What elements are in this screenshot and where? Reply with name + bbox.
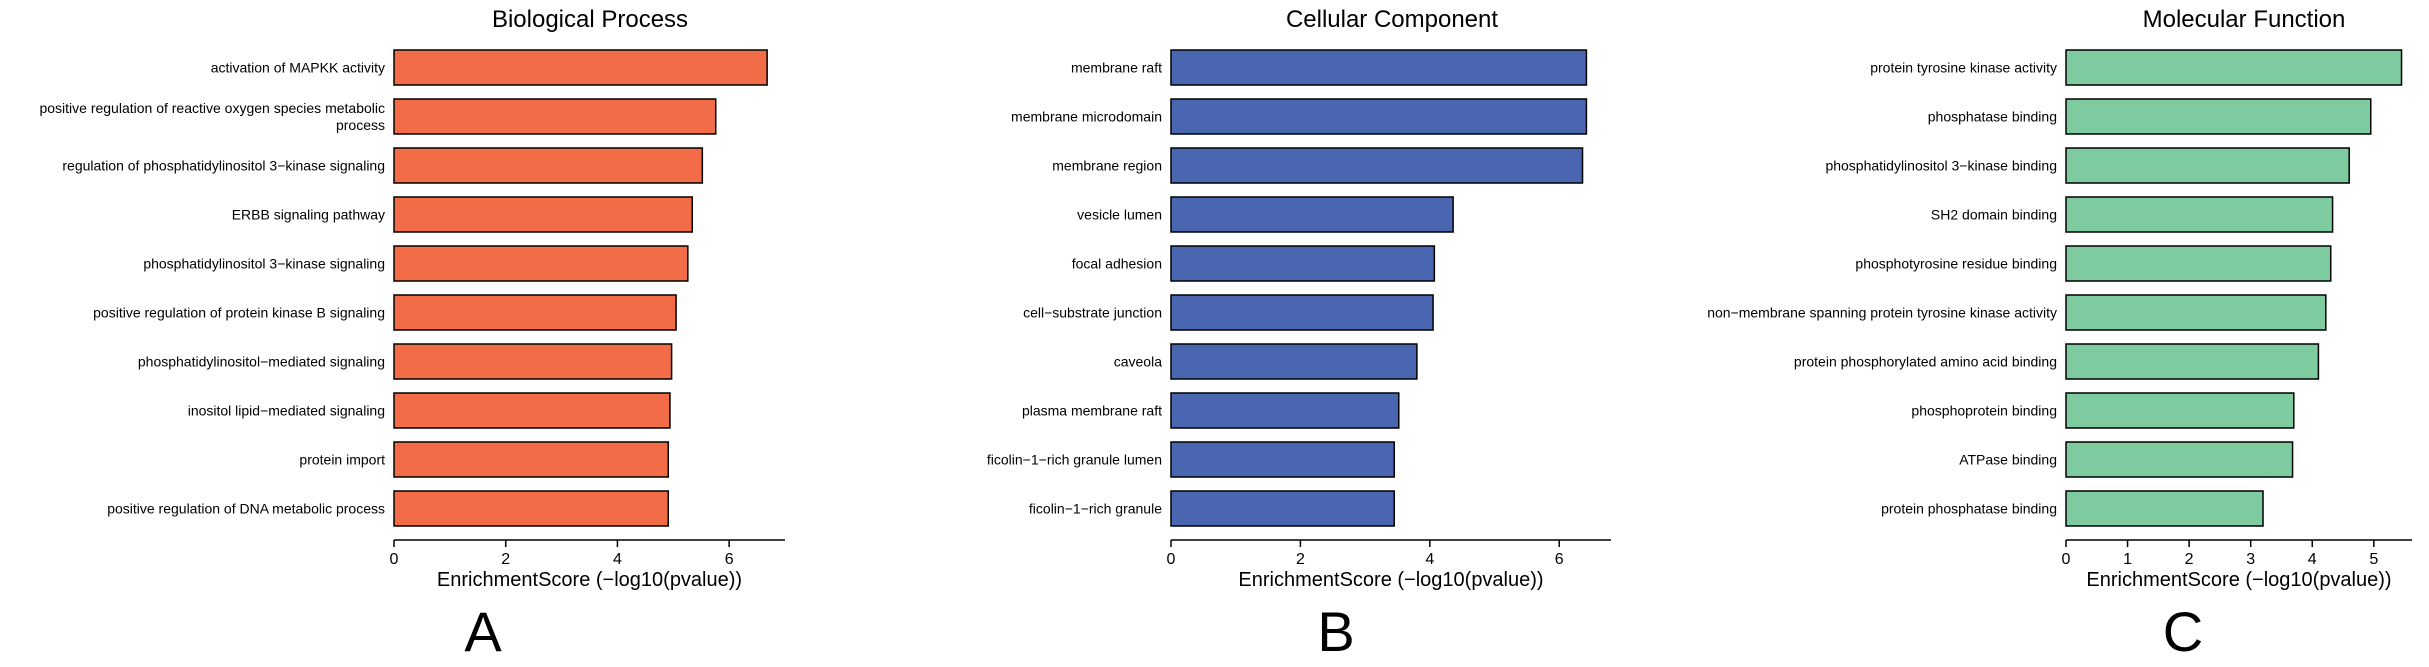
category-label: ATPase binding — [1959, 452, 2057, 468]
panel-b: Cellular Component membrane raft membrane … — [987, 6, 1611, 663]
x-axis-label: EnrichmentScore (−log10(pvalue)) — [437, 569, 742, 591]
bar — [393, 441, 670, 478]
bar — [2065, 490, 2264, 527]
category-label: phosphatidylinositol 3−kinase binding — [1825, 158, 2057, 174]
panel-title: Biological Process — [492, 6, 688, 33]
category-label: focal adhesion — [1072, 256, 1162, 272]
bar — [1170, 490, 1395, 527]
category-label: vesicle lumen — [1077, 207, 1162, 223]
x-tick-label: 3 — [2246, 551, 2255, 568]
bar — [393, 392, 671, 429]
category-label: plasma membrane raft — [1022, 403, 1162, 419]
bar — [2065, 245, 2332, 282]
bar — [2065, 392, 2295, 429]
category-label: membrane region — [1052, 158, 1162, 174]
category-label: inositol lipid−mediated signaling — [188, 403, 385, 419]
category-label: positive regulation of reactive oxygen s… — [39, 100, 385, 133]
bar — [2065, 294, 2327, 331]
bar — [2065, 441, 2294, 478]
bar — [393, 294, 677, 331]
x-tick-label: 6 — [725, 551, 734, 568]
category-label: membrane raft — [1071, 60, 1162, 76]
category-label: cell−substrate junction — [1023, 305, 1162, 321]
panel-letter: A — [464, 600, 502, 662]
panel-title: Cellular Component — [1286, 6, 1498, 33]
category-label: phosphatase binding — [1928, 109, 2057, 125]
bar — [1170, 245, 1436, 282]
bar — [1170, 343, 1418, 380]
category-label: protein phosphatase binding — [1881, 501, 2057, 517]
x-axis-label: EnrichmentScore (−log10(pvalue)) — [1238, 569, 1543, 591]
bar — [1170, 294, 1434, 331]
x-tick-label: 4 — [613, 551, 622, 568]
x-tick-label: 0 — [390, 551, 399, 568]
bar — [393, 147, 704, 184]
category-label: phosphatidylinositol 3−kinase signaling — [143, 256, 385, 272]
panel-letter: C — [2163, 600, 2203, 662]
bar — [1170, 49, 1588, 86]
bar — [393, 49, 768, 86]
x-tick-label: 5 — [2369, 551, 2378, 568]
x-tick-label: 4 — [2308, 551, 2317, 568]
panel-c: Molecular Function protein tyrosine kinas… — [1707, 6, 2412, 663]
bar — [1170, 196, 1454, 233]
category-label: ficolin−1−rich granule lumen — [987, 452, 1162, 468]
category-label: protein import — [299, 452, 385, 468]
category-label: positive regulation of DNA metabolic pro… — [107, 501, 385, 517]
category-label: phosphoprotein binding — [1911, 403, 2057, 419]
category-label: caveola — [1114, 354, 1162, 370]
x-tick-label: 0 — [2062, 551, 2071, 568]
category-label: non−membrane spanning protein tyrosine k… — [1707, 305, 2057, 321]
bar — [2065, 147, 2350, 184]
bar — [393, 343, 673, 380]
bar — [393, 245, 689, 282]
bar — [2065, 196, 2334, 233]
x-tick-label: 1 — [2123, 551, 2132, 568]
panel-a: Biological Process activation of MAPKK ac… — [39, 6, 785, 663]
x-tick-label: 2 — [501, 551, 510, 568]
x-axis-label: EnrichmentScore (−log10(pvalue)) — [2086, 569, 2391, 591]
bar — [393, 98, 717, 135]
category-label: ERBB signaling pathway — [232, 207, 385, 223]
category-label: membrane microdomain — [1011, 109, 1162, 125]
category-label: positive regulation of protein kinase B … — [93, 305, 385, 321]
x-tick-label: 2 — [1296, 551, 1305, 568]
bar — [2065, 343, 2320, 380]
category-label: SH2 domain binding — [1931, 207, 2057, 223]
bar — [393, 490, 670, 527]
category-label: ficolin−1−rich granule — [1029, 501, 1162, 517]
bar — [2065, 49, 2403, 86]
category-label: protein tyrosine kinase activity — [1870, 60, 2057, 76]
category-label: activation of MAPKK activity — [211, 60, 385, 76]
bar — [393, 196, 694, 233]
bar — [1170, 392, 1400, 429]
bar — [1170, 441, 1395, 478]
x-tick-label: 0 — [1167, 551, 1176, 568]
category-label: phosphatidylinositol−mediated signaling — [138, 354, 385, 370]
category-label: regulation of phosphatidylinositol 3−kin… — [62, 158, 385, 174]
category-label: protein phosphorylated amino acid bindin… — [1794, 354, 2057, 370]
category-label: phosphotyrosine residue binding — [1855, 256, 2057, 272]
panel-letter: B — [1317, 600, 1354, 662]
bar — [2065, 98, 2372, 135]
x-tick-label: 2 — [2185, 551, 2194, 568]
x-tick-label: 6 — [1555, 551, 1564, 568]
panel-title: Molecular Function — [2143, 6, 2346, 33]
x-tick-label: 4 — [1425, 551, 1434, 568]
bar — [1170, 147, 1584, 184]
bar — [1170, 98, 1588, 135]
